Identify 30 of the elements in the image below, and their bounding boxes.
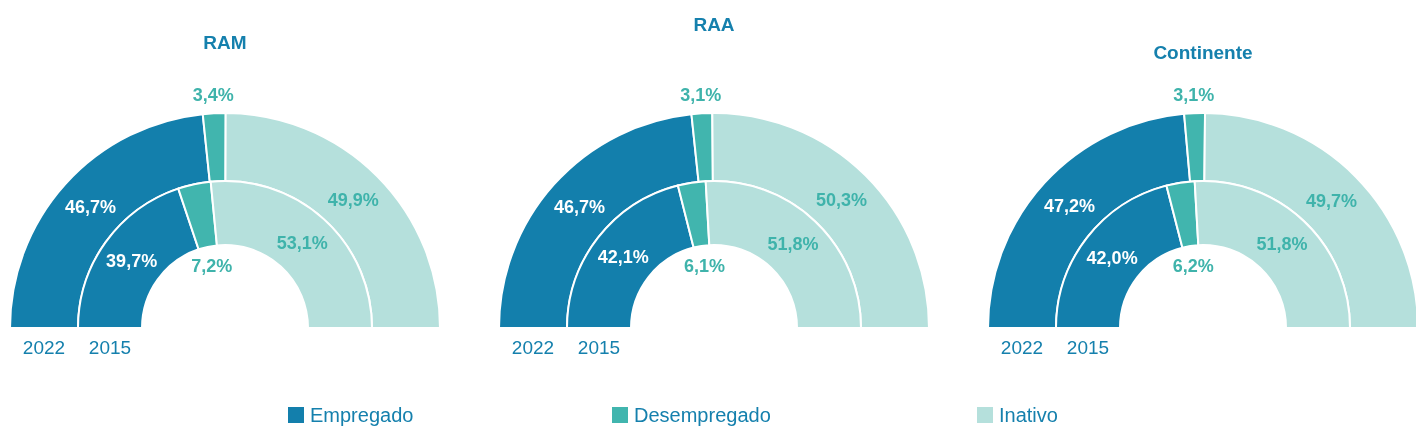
- data-label: 39,7%: [106, 250, 158, 271]
- slice-label: 2022: [22, 337, 66, 358]
- chart-title: RAA: [693, 13, 735, 35]
- data-label: 46,7%: [65, 196, 117, 217]
- data-label: 46,7%: [553, 196, 605, 217]
- data-label: 42,1%: [597, 247, 649, 268]
- data-label: 50,3%: [815, 189, 868, 210]
- slice-label: 2015: [1066, 337, 1110, 358]
- slice-label: 2015: [577, 337, 621, 358]
- data-label: 3,1%: [680, 85, 722, 106]
- data-label: 49,7%: [1306, 190, 1358, 211]
- data-label: 3,1%: [1173, 85, 1215, 106]
- chart-title: Continente: [1153, 41, 1253, 63]
- data-label: 47,2%: [1043, 195, 1096, 216]
- data-label: 42,0%: [1086, 247, 1138, 268]
- legend-label: Inativo: [999, 404, 1058, 426]
- data-label: 51,8%: [767, 234, 819, 255]
- legend-label: Desempregado: [634, 404, 771, 426]
- data-label: 7,2%: [191, 256, 233, 277]
- data-label: 6,1%: [683, 255, 725, 276]
- data-label: 53,1%: [276, 232, 328, 253]
- slice-label: 2015: [88, 337, 132, 358]
- slice-label: 2022: [511, 337, 555, 358]
- data-label: 6,2%: [1172, 255, 1214, 276]
- legend-label: Empregado: [310, 404, 414, 426]
- data-label: 51,8%: [1256, 234, 1308, 255]
- slice-label: 2022: [1000, 337, 1044, 358]
- chart-title: RAM: [203, 31, 247, 53]
- data-label: 3,4%: [192, 85, 234, 106]
- data-label: 49,9%: [327, 190, 379, 211]
